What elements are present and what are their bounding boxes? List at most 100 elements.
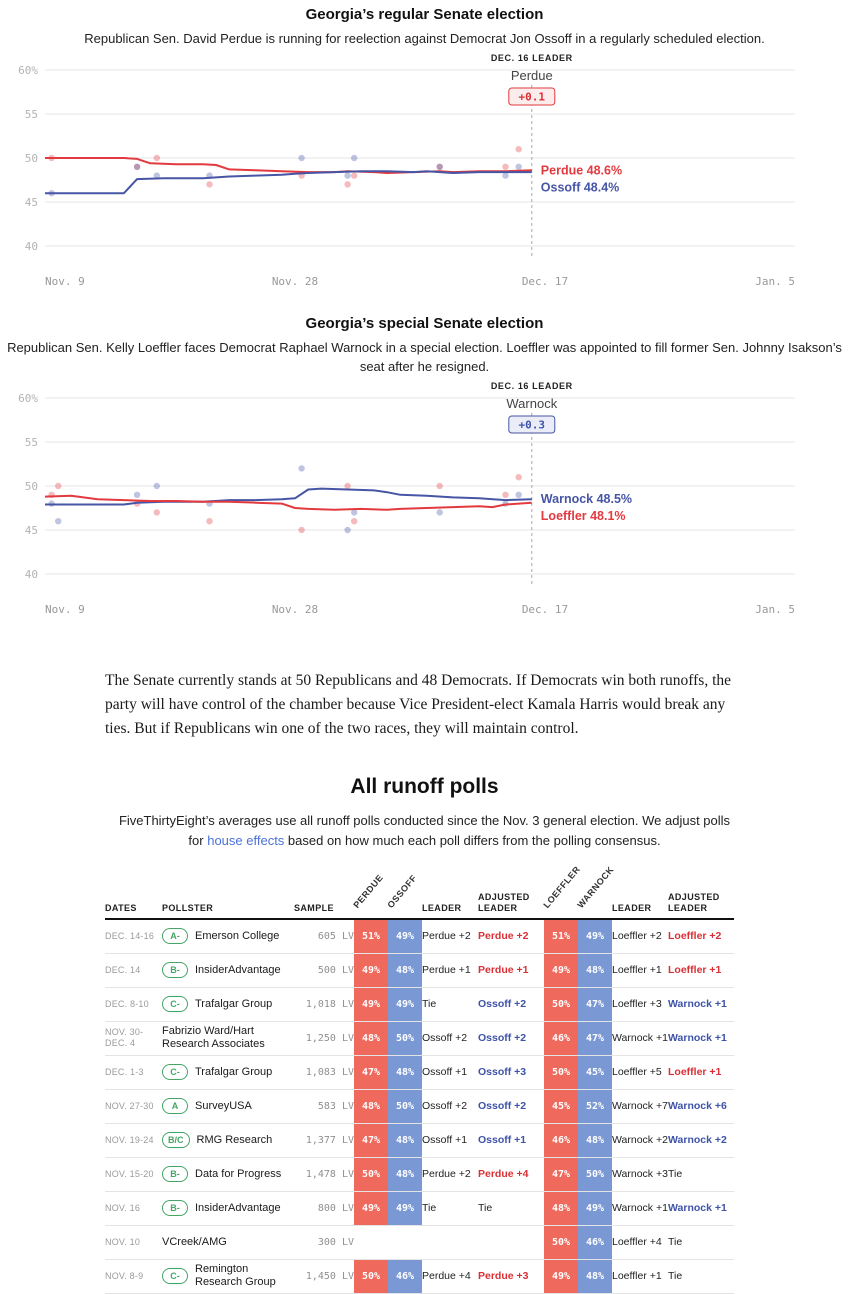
adjusted-leader-special: Warnock +6	[668, 1089, 734, 1124]
loeffler-pct-cell: 51%	[544, 918, 578, 954]
warnock-pct-cell: 48%	[578, 953, 612, 988]
poll-sample: 583 LV	[294, 1089, 354, 1124]
poll-sample: 300 LV	[294, 1225, 354, 1260]
adjusted-leader-special: Warnock +1	[668, 1021, 734, 1056]
adjusted-leader-regular: Ossoff +2	[478, 1021, 544, 1056]
poll-sample: 1,450 LV	[294, 1259, 354, 1294]
warnock-pct-cell: 48%	[578, 1259, 612, 1294]
adjusted-leader-regular: Ossoff +2	[478, 987, 544, 1022]
col-header-pollster: POLLSTER	[162, 868, 294, 920]
leader-special: Loeffler +5	[612, 1055, 668, 1090]
col-header-ossoff: OSSOFF	[385, 868, 422, 920]
intro-text-after: based on how much each poll differs from…	[284, 832, 661, 848]
svg-text:+0.1: +0.1	[519, 90, 546, 103]
svg-text:Perdue 48.6%: Perdue 48.6%	[541, 163, 622, 177]
loeffler-pct-cell: 45%	[544, 1089, 578, 1124]
adjusted-leader-regular	[478, 1225, 544, 1260]
adjusted-leader-special: Loeffler +1	[668, 953, 734, 988]
ossoff-pct-cell: 50%	[388, 1021, 422, 1056]
adjusted-leader-value: Loeffler +2	[668, 930, 722, 943]
poll-pollster: B/C RMG Research	[162, 1123, 294, 1158]
svg-text:Perdue: Perdue	[511, 68, 553, 83]
perdue-pct-cell: 47%	[354, 1123, 388, 1158]
poll-sample: 1,478 LV	[294, 1157, 354, 1192]
col-header-leader-special: LEADER	[612, 868, 668, 920]
adjusted-leader-value: Perdue +2	[478, 930, 529, 943]
warnock-pct-cell: 47%	[578, 1021, 612, 1056]
leader-special: Warnock +2	[612, 1123, 668, 1158]
special-senate-poll-chart: 60% 55 50 45 40 Nov. 9 Nov. 28 Dec. 17 Jan. 5 War…	[18, 381, 795, 616]
col-header-dates: DATES	[105, 868, 162, 920]
adjusted-leader-value: Tie	[478, 1202, 493, 1215]
adjusted-leader-value: Tie	[668, 1270, 683, 1283]
poll-dates: NOV. 16	[105, 1191, 162, 1226]
loeffler-pct-cell: 48%	[544, 1191, 578, 1226]
adjusted-leader-regular: Ossoff +1	[478, 1123, 544, 1158]
adjusted-leader-value: Loeffler +1	[668, 964, 722, 977]
poll-dates: DEC. 1-3	[105, 1055, 162, 1090]
ossoff-pct-cell: 48%	[388, 1055, 422, 1090]
perdue-pct-cell: 51%	[354, 918, 388, 954]
loeffler-pct-cell: 50%	[544, 1055, 578, 1090]
loeffler-pct-cell: 50%	[544, 1225, 578, 1260]
leader-regular: Perdue +1	[422, 953, 478, 988]
page: Georgia’s regular Senate election Republ…	[0, 6, 849, 1294]
warnock-pct-cell: 45%	[578, 1055, 612, 1090]
svg-text:Jan. 5: Jan. 5	[755, 603, 795, 616]
leader-regular: Perdue +2	[422, 1157, 478, 1192]
house-effects-link[interactable]: house effects	[207, 832, 285, 848]
svg-text:60%: 60%	[18, 392, 38, 405]
adjusted-leader-value: Loeffler +1	[668, 1066, 722, 1079]
perdue-pct-cell: 47%	[354, 1055, 388, 1090]
pollster-grade-badge: A	[162, 1098, 188, 1115]
poll-row: DEC. 8-10 C- Trafalgar Group 1,018 LV 49% 49%…	[105, 987, 734, 1022]
perdue-pct-cell: 50%	[354, 1157, 388, 1192]
poll-dates: NOV. 30- DEC. 4	[105, 1021, 162, 1056]
leader-regular: Tie	[422, 1191, 478, 1226]
adjusted-leader-regular: Tie	[478, 1191, 544, 1226]
pollster-name: VCreek/AMG	[162, 1235, 227, 1248]
leader-special: Warnock +1	[612, 1191, 668, 1226]
regular-senate-poll-chart: 60% 55 50 45 40 Nov. 9 Nov. 28 Dec. 17 Jan. 5 Per…	[18, 53, 795, 288]
poll-sample: 1,083 LV	[294, 1055, 354, 1090]
poll-sample: 1,250 LV	[294, 1021, 354, 1056]
poll-pollster: C- Trafalgar Group	[162, 987, 294, 1022]
poll-sample: 800 LV	[294, 1191, 354, 1226]
adjusted-leader-value: Perdue +3	[478, 1270, 529, 1283]
pollster-grade-badge: C-	[162, 1268, 188, 1285]
poll-pollster: Fabrizio Ward/Hart Research Associates	[162, 1021, 294, 1056]
perdue-pct-cell: 49%	[354, 953, 388, 988]
svg-text:Dec. 17: Dec. 17	[522, 275, 568, 288]
ossoff-pct-cell: 48%	[388, 1123, 422, 1158]
svg-text:55: 55	[25, 108, 38, 121]
adjusted-leader-regular: Perdue +1	[478, 953, 544, 988]
adjusted-leader-value: Warnock +2	[668, 1134, 727, 1147]
col-header-adjusted-leader-regular: ADJUSTED LEADER	[478, 868, 544, 920]
leader-special: Warnock +3	[612, 1157, 668, 1192]
polls-section-intro: FiveThirtyEight’s averages use all runof…	[115, 811, 735, 851]
adjusted-leader-value: Ossoff +3	[478, 1066, 527, 1079]
adjusted-leader-special: Warnock +1	[668, 1191, 734, 1226]
svg-text:Jan. 5: Jan. 5	[755, 275, 795, 288]
leader-regular: Ossoff +1	[422, 1055, 478, 1090]
leader-regular: Perdue +2	[422, 918, 478, 954]
svg-text:Dec. 17: Dec. 17	[522, 603, 568, 616]
loeffler-pct-cell: 47%	[544, 1157, 578, 1192]
col-header-perdue: PERDUE	[351, 868, 388, 920]
adjusted-leader-value: Tie	[668, 1168, 683, 1181]
poll-pollster: C- Remington Research Group	[162, 1259, 294, 1294]
adjusted-leader-special: Tie	[668, 1259, 734, 1294]
svg-text:45: 45	[25, 196, 38, 209]
adjusted-leader-value: Warnock +6	[668, 1100, 727, 1113]
leader-regular: Ossoff +1	[422, 1123, 478, 1158]
ossoff-pct-cell	[388, 1225, 422, 1260]
pollster-grade-badge: A-	[162, 928, 188, 945]
pollster-grade-badge: B/C	[162, 1132, 190, 1149]
special-chart-title: Georgia’s special Senate election	[305, 314, 544, 332]
ossoff-pct-cell: 49%	[388, 987, 422, 1022]
svg-text:+0.3: +0.3	[519, 418, 546, 431]
poll-row: NOV. 8-9 C- Remington Research Group 1,450 …	[105, 1259, 734, 1294]
adjusted-leader-special: Loeffler +2	[668, 918, 734, 954]
pollster-name: Emerson College	[195, 929, 280, 942]
svg-text:DEC. 16 LEADER: DEC. 16 LEADER	[491, 53, 573, 63]
